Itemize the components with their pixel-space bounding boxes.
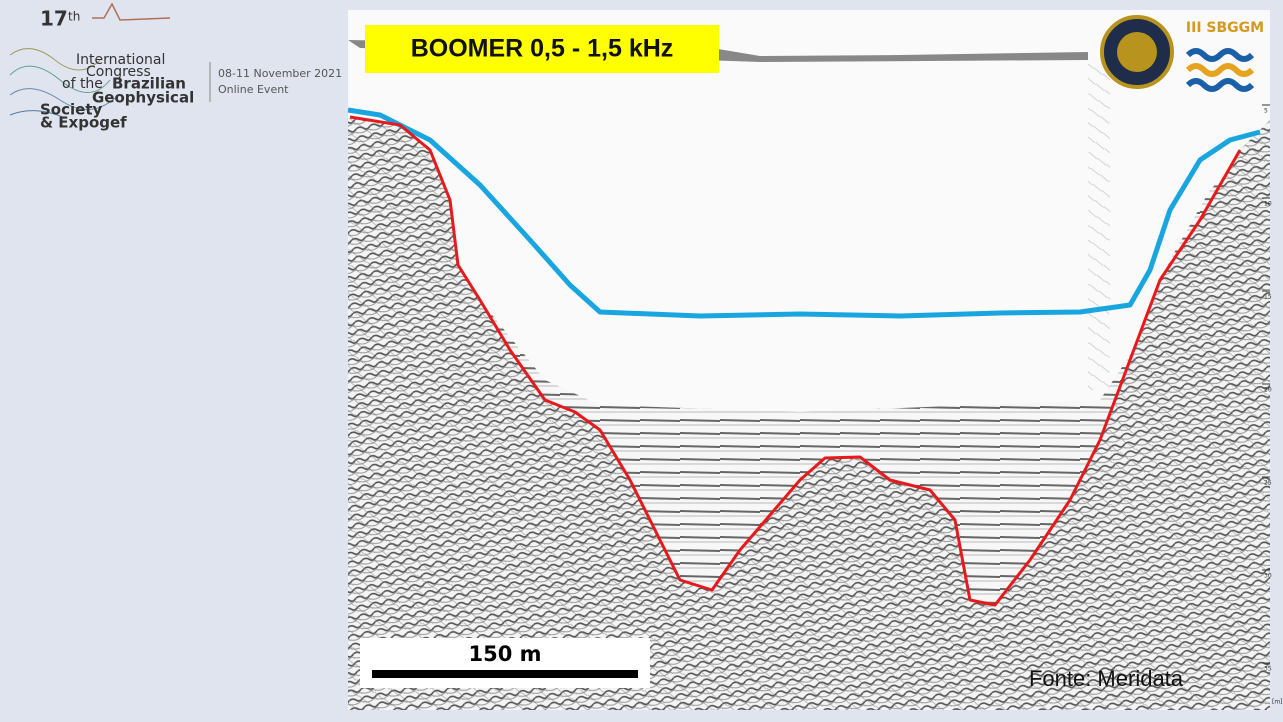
- partner: III SBGGM: [1186, 20, 1264, 36]
- depth-tick-label: 10: [1264, 201, 1272, 208]
- edition: 17: [40, 7, 68, 31]
- logo-line: & Expogef: [40, 114, 127, 132]
- depth-tick-label: 25: [1264, 480, 1272, 487]
- scale-bar: [372, 670, 638, 678]
- depth-tick-label: 20: [1264, 387, 1272, 394]
- event-dates: 08-11 November 2021: [218, 67, 342, 80]
- slide: 17 th InternationalCongressof theBrazili…: [0, 0, 1283, 718]
- depth-tick-label: 30: [1264, 573, 1272, 580]
- edition-suffix: th: [68, 10, 80, 24]
- figure-title: BOOMER 0,5 - 1,5 kHz: [411, 35, 674, 63]
- depth-unit: [m]: [1272, 699, 1283, 706]
- depth-tick-label: 15: [1264, 294, 1272, 301]
- event-mode: Online Event: [218, 83, 289, 96]
- seismic-image: [348, 10, 1270, 710]
- page: 17 th InternationalCongressof theBrazili…: [0, 0, 1283, 718]
- depth-tick-label: 5: [1264, 108, 1268, 115]
- source: Fonte: Meridata: [1029, 666, 1184, 691]
- depth-tick-label: 35: [1264, 666, 1272, 673]
- scale-label: 150 m: [468, 642, 541, 666]
- logo-line: Geophysical: [92, 89, 194, 107]
